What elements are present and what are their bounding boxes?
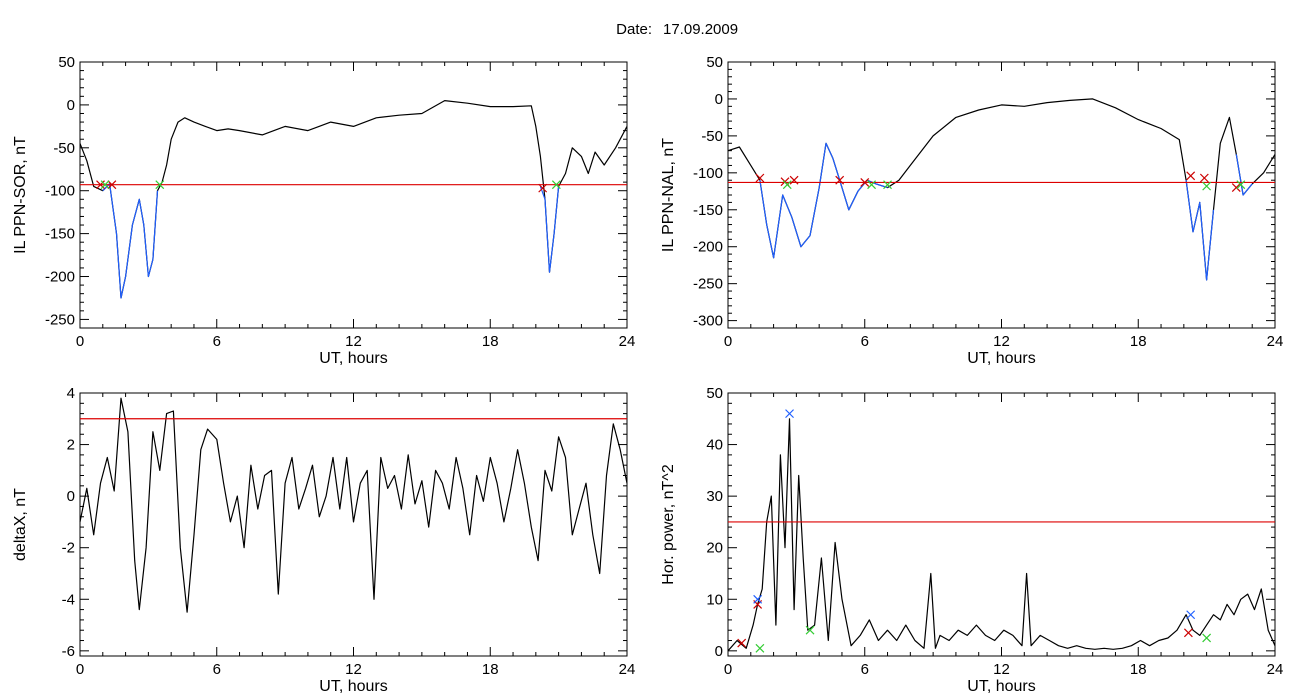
il-sor-marker-cross [107,180,117,190]
il-nal-x-tick-label: 6 [861,333,869,350]
il-sor-y-tick-label: 50 [58,54,75,71]
il-nal-series-main-line [727,98,1276,281]
il-nal-marker-cross [1186,171,1196,181]
il-sor-y-tick-label: -200 [45,269,75,286]
hor-power-marker-cross [785,409,794,419]
deltax-y-axis-label: deltaX, nT [12,488,29,561]
il-sor-series-event-line [539,186,560,273]
il-nal-x-tick-label: 0 [724,333,732,350]
hor-power-y-tick-label: 10 [706,591,723,608]
panel-hor-power: 0 6 12 18 24 50 40 30 20 10 0 UT, hours Hor. power, … [660,385,1283,695]
date-value: 17.09.2009 [663,21,738,38]
il-sor-x-tick-label: 12 [345,333,362,350]
hor-power-x-tick-label: 0 [724,661,732,678]
il-nal-marker-cross [835,175,845,185]
il-nal-x-axis-label: UT, hours [967,350,1035,367]
deltax-x-tick-label: 12 [345,661,362,678]
il-sor-y-tick-label: -250 [45,311,75,328]
il-nal-series-event-line [1185,180,1215,281]
il-nal-marker-cross [867,180,877,190]
hor-power-marker-cross [755,643,765,653]
il-nal-x-tick-label: 18 [1130,333,1147,350]
deltax-y-tick-label: 0 [67,488,75,505]
il-sor-x-tick-label: 0 [76,333,84,350]
il-nal-marker-cross [883,180,892,190]
il-nal-plot-frame [727,61,1276,329]
hor-power-x-axis-label: UT, hours [967,678,1035,695]
hor-power-x-tick-label: 12 [993,661,1010,678]
hor-power-marker-cross [753,594,763,604]
il-sor-x-axis-label: UT, hours [319,350,387,367]
deltax-y-tick-label: -4 [62,591,75,608]
il-sor-marker-cross [538,183,548,193]
il-nal-marker-cross [1231,183,1241,193]
il-nal-y-tick-label: -50 [701,128,723,145]
hor-power-y-tick-label: 40 [706,437,723,454]
il-nal-y-tick-label: -100 [693,165,723,182]
deltax-y-tick-label: -2 [62,540,75,557]
hor-power-x-tick-label: 6 [861,661,869,678]
deltax-y-tick-label: 2 [67,437,75,454]
deltax-x-axis-label: UT, hours [319,678,387,695]
il-nal-series-event-line [759,142,888,259]
hor-power-marker-cross [737,638,747,648]
il-nal-marker-cross [1236,180,1246,190]
il-sor-y-tick-label: 0 [67,97,75,114]
il-nal-x-tick-label: 12 [993,333,1010,350]
hor-power-marker-cross [1183,628,1193,638]
hor-power-y-axis-label: Hor. power, nT^2 [660,464,677,585]
il-nal-y-tick-label: -300 [693,313,723,330]
il-nal-y-tick-label: -250 [693,276,723,293]
il-sor-x-tick-label: 24 [619,333,636,350]
il-sor-y-tick-label: -150 [45,226,75,243]
hor-power-series-main-line [727,418,1276,652]
deltax-x-tick-label: 0 [76,661,84,678]
hor-power-marker-cross [1202,633,1212,643]
il-sor-marker-cross [100,180,110,190]
il-nal-y-tick-label: -200 [693,239,723,256]
panel-il-nal: 0 6 12 18 24 50 0 -50 -100 -150 -200 -250 -300 UT, ho… [660,54,1283,367]
il-nal-series-event-line [1235,154,1253,196]
hor-power-y-tick-label: 0 [715,643,723,660]
il-sor-x-tick-label: 6 [213,333,221,350]
il-nal-y-tick-label: -150 [693,202,723,219]
panel-deltax: 0 6 12 18 24 4 2 0 -2 -4 -6 UT, hours deltaX, nT [12,385,635,695]
il-nal-marker-cross [789,175,799,185]
il-sor-y-tick-label: -50 [53,140,75,157]
hor-power-marker-cross [1186,610,1196,620]
il-nal-marker-cross [755,173,765,183]
il-nal-y-tick-label: 50 [706,54,723,71]
il-nal-y-axis-label: IL PPN-NAL, nT [660,138,677,252]
hor-power-y-tick-label: 20 [706,540,723,557]
deltax-plot-frame [79,392,628,657]
deltax-x-tick-label: 6 [213,661,221,678]
il-nal-marker-cross [1202,181,1212,191]
il-sor-y-tick-label: -100 [45,183,75,200]
il-sor-marker-cross [155,180,165,190]
deltax-series-main-line [79,397,628,613]
il-nal-y-tick-label: 0 [715,91,723,108]
il-sor-x-tick-label: 18 [482,333,499,350]
deltax-x-tick-label: 24 [619,661,636,678]
il-nal-marker-cross [1199,173,1209,183]
hor-power-y-tick-label: 30 [706,488,723,505]
il-nal-marker-cross [860,178,870,187]
hor-power-x-tick-label: 18 [1130,661,1147,678]
il-sor-series-event-line [102,183,159,299]
il-nal-marker-cross [782,180,792,190]
il-sor-y-axis-label: IL PPN-SOR, nT [12,136,29,254]
deltax-y-tick-label: -6 [62,643,75,660]
panel-il-sor: 0 6 12 18 24 50 0 -50 -100 -150 -200 -250 UT, hours I… [12,54,635,367]
deltax-y-tick-label: 4 [67,385,75,402]
date-label: Date: [616,21,652,38]
il-sor-marker-cross [551,180,561,190]
hor-power-marker-cross [805,625,815,635]
hor-power-x-tick-label: 24 [1267,661,1284,678]
deltax-x-tick-label: 18 [482,661,499,678]
il-nal-x-tick-label: 24 [1267,333,1284,350]
hor-power-y-tick-label: 50 [706,385,723,402]
